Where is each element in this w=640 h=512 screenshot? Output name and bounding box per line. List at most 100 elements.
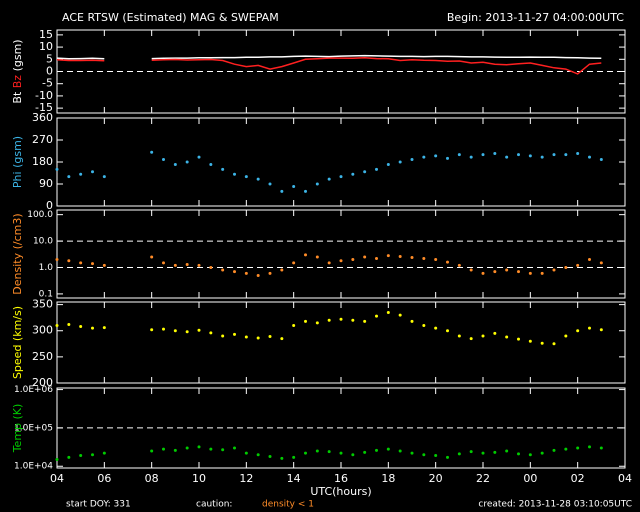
data-point xyxy=(102,451,106,455)
data-point xyxy=(197,263,201,267)
data-point xyxy=(268,182,272,186)
data-point xyxy=(422,453,426,457)
data-point xyxy=(481,153,485,157)
y-tick-label: 15 xyxy=(39,28,53,41)
data-point xyxy=(102,263,106,267)
y-tick-label: 180 xyxy=(32,155,53,168)
data-point xyxy=(244,175,248,179)
data-point xyxy=(351,453,355,457)
data-point xyxy=(434,326,438,330)
data-point xyxy=(517,452,520,456)
y-axis-label: Bt Bz (gsm) xyxy=(11,39,24,103)
y-tick-label: -10 xyxy=(35,89,53,102)
x-tick-label: 06 xyxy=(97,472,111,485)
data-point xyxy=(410,451,414,455)
data-point xyxy=(304,253,307,257)
data-point xyxy=(197,155,201,159)
data-point xyxy=(434,454,438,458)
data-point xyxy=(162,158,165,162)
data-point xyxy=(221,167,225,171)
data-point xyxy=(505,155,509,159)
data-point xyxy=(209,265,213,269)
data-point xyxy=(55,457,59,461)
y-axis-label: Speed (km/s) xyxy=(11,306,24,379)
data-point xyxy=(540,271,544,275)
data-point xyxy=(256,336,260,340)
data-point xyxy=(233,332,236,336)
y-tick-label: 1.0E+05 xyxy=(14,423,53,433)
y-tick-label: 0 xyxy=(46,199,53,212)
data-point xyxy=(351,172,355,176)
data-point xyxy=(304,319,307,323)
data-point xyxy=(446,156,449,160)
data-point xyxy=(386,447,390,451)
data-point xyxy=(315,255,319,259)
data-point xyxy=(469,450,473,454)
data-point xyxy=(386,310,390,314)
data-point xyxy=(91,326,94,330)
y-axis-title: Temp (K) xyxy=(11,404,24,454)
x-axis-label: UTC(hours) xyxy=(310,485,371,498)
data-point xyxy=(505,268,509,272)
y-tick-label: 350 xyxy=(32,298,53,311)
data-point xyxy=(315,321,319,325)
data-point xyxy=(375,256,378,260)
data-point xyxy=(292,324,296,328)
data-point xyxy=(386,162,390,166)
y-axis-label: Density (/cm3) xyxy=(11,213,24,294)
data-point xyxy=(351,258,355,262)
y-tick-label: -15 xyxy=(35,101,53,114)
data-point xyxy=(398,255,402,259)
data-point xyxy=(185,262,189,266)
data-point xyxy=(185,160,189,164)
data-point xyxy=(209,331,213,335)
data-point xyxy=(599,328,603,332)
data-line xyxy=(56,54,602,60)
y-axis-title: Speed (km/s) xyxy=(11,306,24,379)
y-tick-label: 0 xyxy=(46,65,53,78)
data-point xyxy=(540,155,544,159)
data-point xyxy=(256,453,260,457)
data-point xyxy=(588,258,591,262)
data-point xyxy=(91,170,94,174)
data-point xyxy=(457,452,461,456)
data-point xyxy=(185,446,189,450)
data-point xyxy=(469,155,473,159)
data-point xyxy=(339,175,343,179)
data-point xyxy=(552,153,556,157)
data-point xyxy=(79,172,83,176)
data-point xyxy=(162,447,165,451)
y-tick-label: 10.0 xyxy=(33,237,53,247)
data-point xyxy=(398,449,402,453)
data-point xyxy=(576,446,580,450)
data-point xyxy=(588,326,591,330)
data-point xyxy=(564,447,568,451)
data-point xyxy=(564,265,568,269)
data-point xyxy=(233,446,236,450)
plot-frame xyxy=(56,117,626,207)
x-tick-label: 14 xyxy=(287,472,301,485)
data-point xyxy=(576,263,580,267)
data-point xyxy=(292,455,296,459)
data-point xyxy=(67,175,71,179)
data-point xyxy=(375,167,378,171)
data-point xyxy=(517,337,520,341)
data-point xyxy=(280,268,284,272)
data-point xyxy=(493,450,497,454)
data-point xyxy=(304,189,307,193)
y-tick-label: 100.0 xyxy=(27,210,53,220)
data-point xyxy=(327,450,331,454)
data-point xyxy=(221,448,225,452)
data-point xyxy=(233,270,236,274)
data-point xyxy=(67,322,71,326)
plot-frame xyxy=(56,301,626,384)
data-point xyxy=(469,268,473,272)
data-point xyxy=(327,177,331,181)
data-point xyxy=(162,327,165,331)
y-tick-label: 0.1 xyxy=(39,289,53,299)
data-point xyxy=(457,334,461,338)
data-point xyxy=(268,271,272,275)
data-point xyxy=(493,270,497,274)
y-tick-label: 5 xyxy=(46,52,53,65)
